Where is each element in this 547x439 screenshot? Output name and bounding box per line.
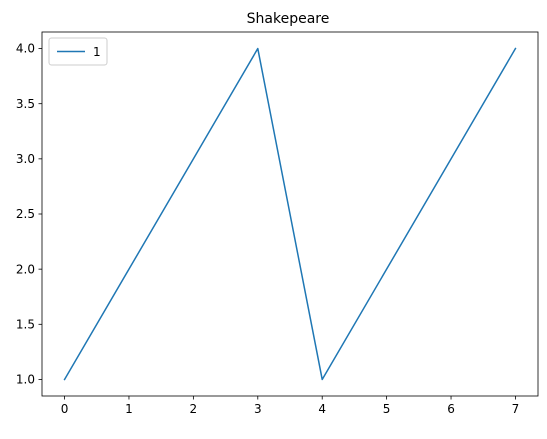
plot-frame bbox=[41, 31, 539, 397]
chart-title: Shakepeare bbox=[247, 11, 330, 27]
x-tick-label: 4 bbox=[318, 402, 326, 416]
x-tick-label: 5 bbox=[383, 402, 391, 416]
y-tick-label: 1.5 bbox=[16, 318, 35, 332]
x-axis: 0 1 2 3 4 5 6 7 bbox=[61, 396, 520, 416]
y-tick-label: 4.0 bbox=[16, 42, 35, 56]
x-tick-label: 0 bbox=[61, 402, 69, 416]
x-tick-label: 6 bbox=[447, 402, 455, 416]
x-tick-label: 2 bbox=[190, 402, 198, 416]
y-axis: 1.0 1.5 2.0 2.5 3.0 3.5 4.0 bbox=[16, 42, 42, 387]
legend-label: 1 bbox=[93, 45, 101, 59]
x-tick-label: 3 bbox=[254, 402, 262, 416]
y-tick-label: 1.0 bbox=[16, 373, 35, 387]
y-tick-label: 2.0 bbox=[16, 262, 35, 276]
legend: 1 bbox=[48, 37, 108, 66]
y-tick-label: 3.5 bbox=[16, 97, 35, 111]
x-tick-label: 1 bbox=[125, 402, 133, 416]
series-line-0 bbox=[63, 47, 517, 381]
x-tick-label: 7 bbox=[512, 402, 520, 416]
y-tick-label: 2.5 bbox=[16, 207, 35, 221]
y-tick-label: 3.0 bbox=[16, 152, 35, 166]
series-layer bbox=[63, 47, 517, 381]
